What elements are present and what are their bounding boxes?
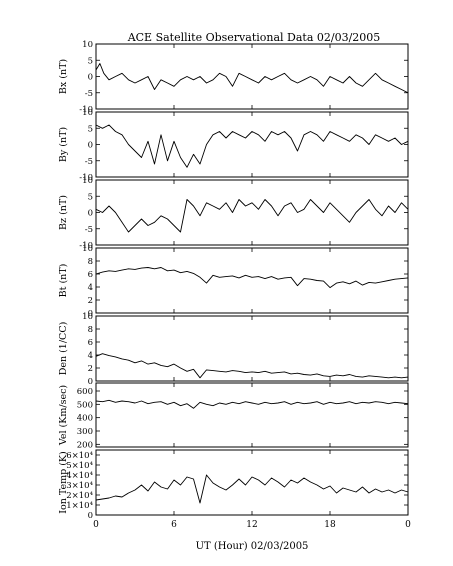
y-tick-label: 0 bbox=[88, 377, 93, 387]
x-tick-label: 0 bbox=[405, 520, 411, 530]
y-tick-label: 3×10⁴ bbox=[66, 481, 93, 491]
y-tick-label: 1×10⁴ bbox=[66, 501, 93, 511]
y-tick-label: 600 bbox=[77, 387, 93, 397]
y-tick-label: 4 bbox=[88, 351, 93, 361]
y-tick-label: 5 bbox=[88, 56, 93, 66]
y-tick-label: 10 bbox=[82, 244, 93, 254]
y-axis-label: By (nT) bbox=[58, 127, 69, 162]
series-line bbox=[95, 199, 409, 233]
panel-1: 10 5 0 -5 -10 By (nT) bbox=[58, 108, 409, 183]
panel-0: 10 5 0 -5 -10 Bx (nT) bbox=[58, 40, 409, 115]
panel-frame bbox=[95, 449, 409, 516]
series-line bbox=[95, 63, 409, 94]
panel-2: 10 5 0 -5 -10 Bz (nT) bbox=[58, 176, 409, 251]
y-tick-label: 8 bbox=[88, 325, 93, 335]
y-tick-label: 0 bbox=[88, 209, 93, 219]
y-tick-label: 5×10⁴ bbox=[66, 461, 93, 471]
x-tick-label: 18 bbox=[324, 520, 336, 530]
panel-frame bbox=[95, 247, 409, 314]
series-line bbox=[95, 399, 409, 409]
y-tick-label: 400 bbox=[77, 414, 93, 424]
series-line bbox=[95, 353, 409, 379]
y-tick-label: 8 bbox=[88, 257, 93, 267]
y-tick-label: 10 bbox=[82, 312, 93, 322]
series-line bbox=[95, 267, 409, 289]
y-tick-label: 0 bbox=[88, 309, 93, 319]
y-tick-label: 4 bbox=[88, 283, 93, 293]
y-tick-label: -5 bbox=[85, 225, 93, 235]
y-tick-label: 0 bbox=[88, 511, 93, 521]
y-axis-label: Den (1/CC) bbox=[58, 322, 69, 376]
y-tick-label: -5 bbox=[85, 89, 93, 99]
y-tick-label: 0 bbox=[88, 141, 93, 151]
y-tick-label: 200 bbox=[77, 440, 93, 450]
y-tick-label: 4×10⁴ bbox=[66, 471, 93, 481]
panel-frame bbox=[95, 179, 409, 246]
x-tick-label: 12 bbox=[246, 520, 257, 530]
x-tick-label: 6 bbox=[171, 520, 177, 530]
y-tick-label: 0 bbox=[88, 73, 93, 83]
y-tick-label: 5 bbox=[88, 124, 93, 134]
x-tick-label: 0 bbox=[93, 520, 99, 530]
y-tick-label: 2×10⁴ bbox=[66, 491, 93, 501]
y-tick-label: 2 bbox=[88, 364, 93, 374]
series-line bbox=[95, 474, 409, 504]
panel-4: 10 8 6 4 2 0 Den (1/CC) bbox=[58, 312, 409, 387]
y-tick-label: 300 bbox=[77, 427, 93, 437]
series-line bbox=[95, 124, 409, 168]
panel-frame bbox=[95, 111, 409, 178]
y-axis-label: Ion Temp (K) bbox=[58, 451, 69, 513]
y-tick-label: -10 bbox=[79, 173, 93, 183]
y-tick-label: -10 bbox=[79, 105, 93, 115]
y-tick-label: 10 bbox=[82, 176, 93, 186]
y-tick-label: -10 bbox=[79, 241, 93, 251]
x-axis-label: UT (Hour) 02/03/2005 bbox=[196, 541, 309, 552]
panel-3: 10 8 6 4 2 0 Bt (nT) bbox=[58, 244, 409, 319]
panel-frame bbox=[95, 43, 409, 110]
y-tick-label: 6×10⁴ bbox=[66, 451, 93, 461]
y-axis-label: Vel (Km/sec) bbox=[58, 385, 69, 446]
y-tick-label: 10 bbox=[82, 40, 93, 50]
y-tick-label: 6 bbox=[88, 270, 93, 280]
y-tick-label: -5 bbox=[85, 157, 93, 167]
y-axis-label: Bx (nT) bbox=[58, 59, 69, 94]
panel-frame bbox=[95, 315, 409, 382]
chart-panels: 10 5 0 -5 -10 Bx (nT) 10 5 0 -5 -10 By (nT) 10 5 0 -5 -1… bbox=[58, 40, 411, 530]
panel-frame bbox=[95, 382, 409, 448]
panel-5: 600 500 400 300 200 Vel (Km/sec) bbox=[58, 382, 409, 450]
y-tick-label: 2 bbox=[88, 296, 93, 306]
chart-title: ACE Satellite Observational Data 02/03/2… bbox=[127, 31, 381, 44]
y-tick-label: 500 bbox=[77, 400, 93, 410]
y-axis-label: Bz (nT) bbox=[58, 195, 69, 230]
y-tick-label: 6 bbox=[88, 338, 93, 348]
y-axis-label: Bt (nT) bbox=[58, 264, 69, 298]
y-tick-label: 10 bbox=[82, 108, 93, 118]
y-tick-label: 5 bbox=[88, 192, 93, 202]
